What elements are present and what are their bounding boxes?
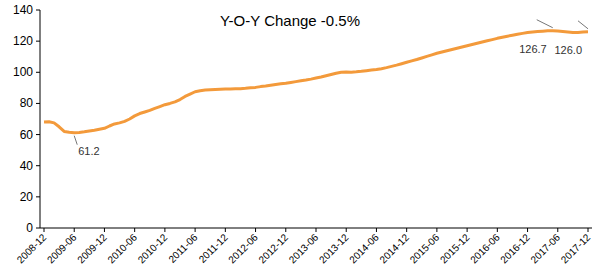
y-axis [40,10,41,228]
y-tick [36,103,40,104]
chart: 0204060801001201402008-122009-062009-122… [0,0,604,270]
y-tick-label: 100 [13,65,33,79]
title: Y-O-Y Change -0.5% [220,12,360,29]
x-tick-label: 2010-12 [136,231,170,265]
value-label: 126.7 [519,43,547,55]
x-tick-label: 2009-06 [45,231,79,265]
x-tick-label: 2013-12 [317,231,351,265]
y-tick-label: 20 [20,190,34,204]
x-tick-label: 2016-12 [498,231,532,265]
x-tick [74,228,75,232]
x-tick [104,228,105,232]
x-tick [255,228,256,232]
x-tick-label: 2008-12 [15,231,49,265]
y-tick [36,134,40,135]
x-tick-label: 2011-12 [197,231,231,265]
x-tick-label: 2017-12 [559,231,593,265]
x-tick [467,228,468,232]
x-tick [316,228,317,232]
y-tick-label: 120 [13,34,33,48]
y-tick [36,196,40,197]
x-tick [527,228,528,232]
x-tick [285,228,286,232]
x-tick-label: 2009-12 [75,231,109,265]
y-tick [36,41,40,42]
x-tick [195,228,196,232]
x-tick-label: 2012-12 [256,231,290,265]
x-tick [406,228,407,232]
x-tick-label: 2014-12 [377,231,411,265]
x-tick-label: 2011-06 [166,231,200,265]
x-tick [588,228,589,232]
x-tick-label: 2015-06 [408,231,442,265]
x-tick [436,228,437,232]
y-tick [36,10,40,11]
y-tick-label: 80 [20,96,34,110]
x-tick [44,228,45,232]
x-tick [497,228,498,232]
value-label: 61.2 [78,145,99,157]
x-tick [164,228,165,232]
x-tick-label: 2013-06 [287,231,321,265]
value-label: 126.0 [554,44,582,56]
x-tick-label: 2010-06 [105,231,139,265]
y-tick-label: 60 [20,128,34,142]
data-line [44,31,588,133]
x-tick [557,228,558,232]
y-tick-label: 40 [20,159,34,173]
leader-line [74,136,77,145]
plot-area [44,31,588,133]
y-tick [36,228,40,229]
y-tick-label: 140 [13,3,33,17]
x-tick-label: 2015-12 [438,231,472,265]
y-tick [36,165,40,166]
x-tick-label: 2012-06 [226,231,260,265]
x-tick-label: 2014-06 [347,231,381,265]
x-tick [346,228,347,232]
x-tick-label: 2017-06 [528,231,562,265]
x-tick [134,228,135,232]
x-tick-label: 2016-06 [468,231,502,265]
y-tick [36,72,40,73]
x-tick [225,228,226,232]
y-tick-label: 0 [26,221,33,235]
x-tick [376,228,377,232]
leader-line [537,20,553,28]
leader-line [578,21,588,29]
